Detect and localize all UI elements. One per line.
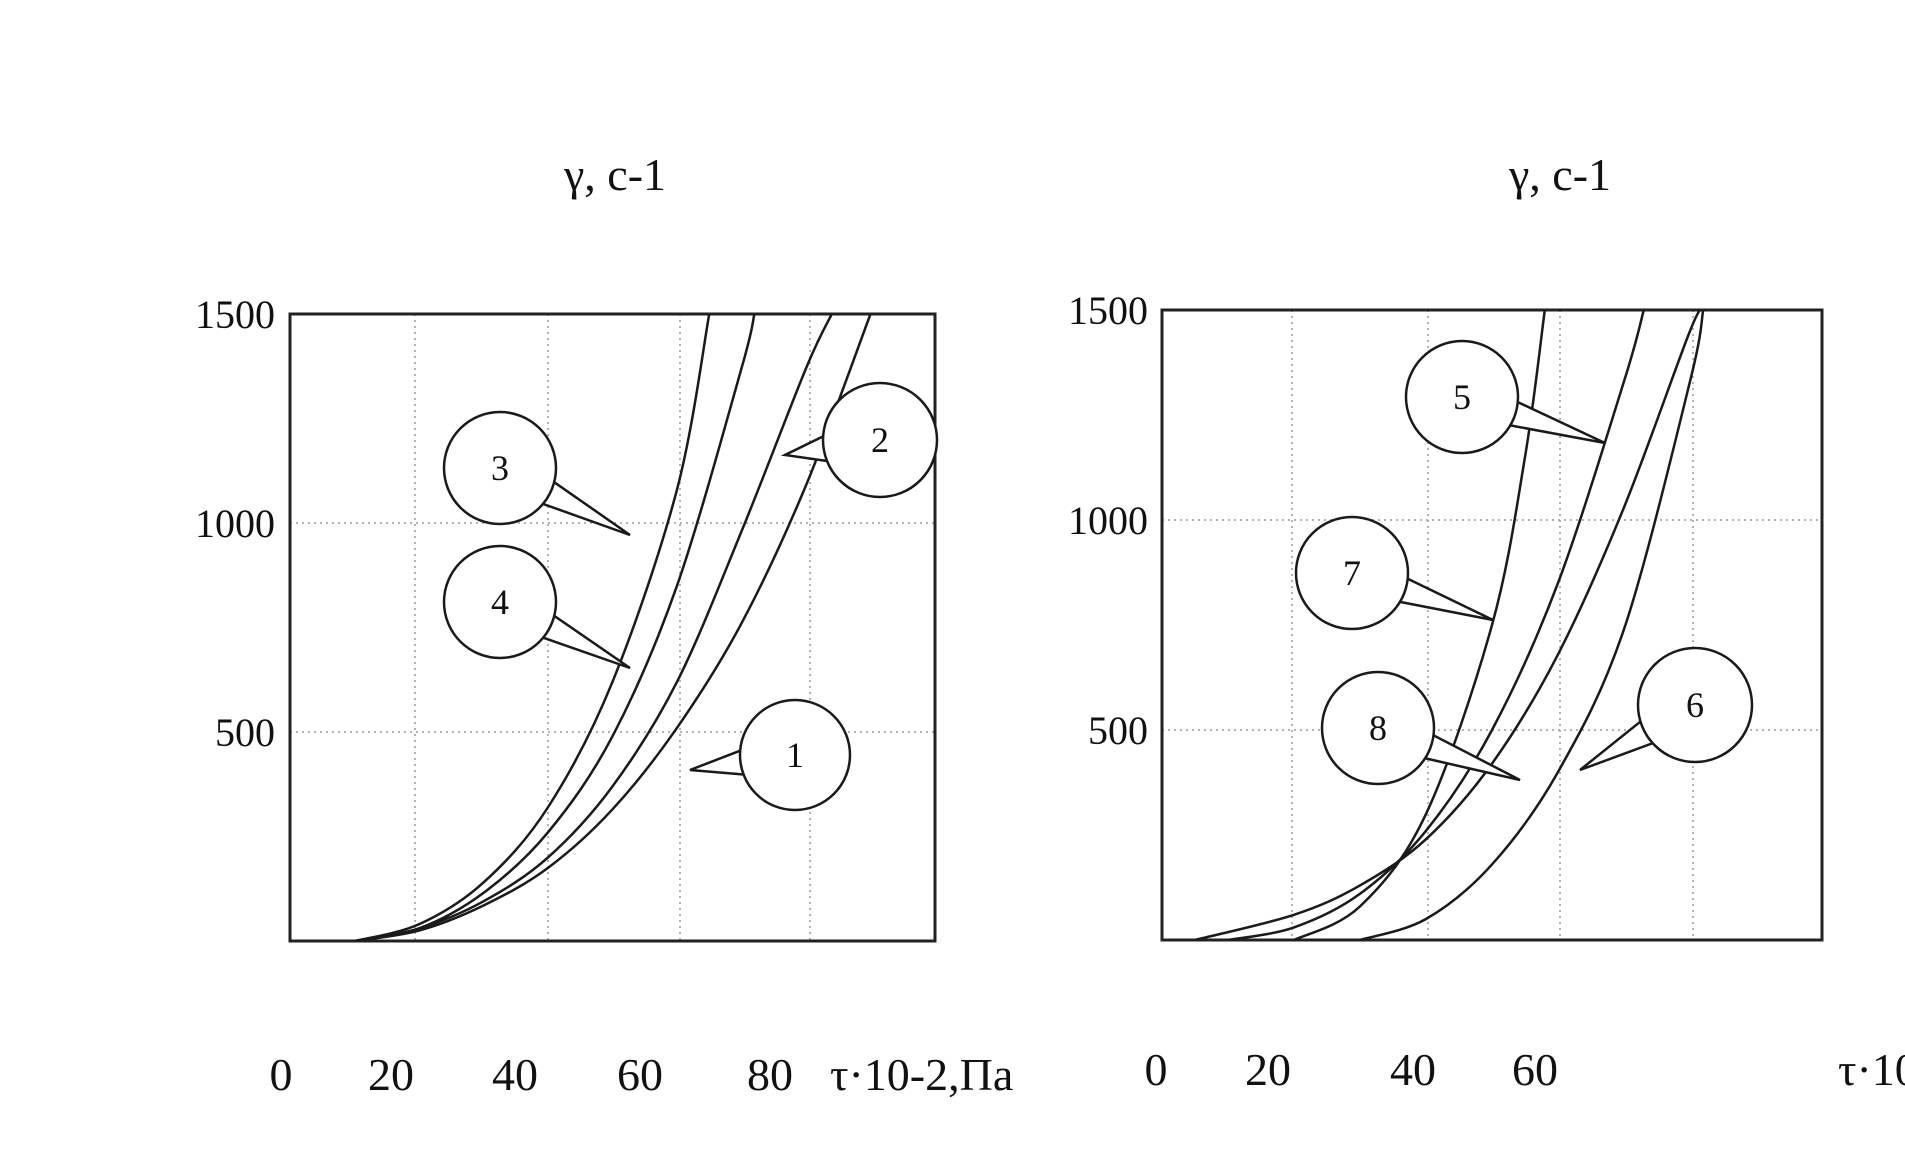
series-label: 2 [871, 420, 889, 460]
y-axis-label: γ, с-1 [1508, 149, 1611, 200]
series-callout-3: 3 [442, 410, 631, 537]
x-tick-label: 0 [1145, 1044, 1168, 1095]
x-tick-label: 40 [1390, 1044, 1436, 1095]
series-callout-7: 7 [1294, 515, 1494, 631]
series-label: 6 [1686, 685, 1704, 725]
callout-pointer [1424, 734, 1521, 782]
x-tick-label: 0 [270, 1049, 293, 1100]
x-tick-label: 20 [368, 1049, 414, 1100]
series-label: 4 [491, 582, 509, 622]
y-tick-label: 500 [215, 710, 275, 755]
callout-pointer [542, 614, 631, 670]
series-line-7 [1227, 310, 1646, 940]
callout-pointer [689, 749, 744, 776]
y-axis-label: γ, с-1 [563, 149, 666, 200]
series-line-5 [1293, 310, 1547, 940]
chart-right: γ, с-1 500 1000 1500 0 20 40 60 τ·10-2 5 6 7 8 [1068, 149, 1905, 1095]
y-tick-label: 500 [1088, 708, 1148, 753]
series-callout-4: 4 [442, 544, 631, 670]
plot-frame [1160, 308, 1824, 942]
series-label: 3 [491, 448, 509, 488]
series-callout-8: 8 [1320, 670, 1521, 786]
x-tick-label: 40 [492, 1049, 538, 1100]
series-callout-5: 5 [1404, 339, 1606, 455]
y-tick-label: 1500 [1068, 288, 1148, 333]
series-label: 7 [1343, 553, 1361, 593]
series-line-2 [354, 314, 833, 941]
callout-pointer [1399, 577, 1494, 622]
series-label: 8 [1369, 708, 1387, 748]
chart-left: γ, с-1 500 1000 1500 0 20 40 60 80 τ·10-2,Па 1 2 3 4 [195, 149, 1013, 1100]
series-line-3 [354, 314, 711, 941]
x-axis-label: τ·10-2 [1838, 1044, 1905, 1095]
callout-pointer [780, 435, 828, 463]
x-tick-label: 60 [617, 1049, 663, 1100]
series-callout-6: 6 [1579, 646, 1754, 772]
series-line-4 [354, 314, 756, 941]
series-callout-2: 2 [780, 381, 939, 499]
callout-pointer [1579, 720, 1654, 772]
series-label: 1 [786, 735, 804, 775]
callout-pointer [1510, 400, 1606, 445]
y-tick-label: 1500 [195, 292, 275, 337]
series-line-1 [354, 314, 872, 941]
callout-pointer [542, 481, 631, 537]
x-tick-label: 20 [1245, 1044, 1291, 1095]
series-line-8 [1194, 310, 1705, 940]
plot-frame [288, 312, 937, 943]
series-callout-1: 1 [689, 698, 852, 812]
series-label: 5 [1453, 377, 1471, 417]
y-tick-label: 1000 [195, 501, 275, 546]
y-tick-label: 1000 [1068, 498, 1148, 543]
x-tick-label: 60 [1512, 1044, 1558, 1095]
x-axis-label: τ·10-2,Па [830, 1049, 1013, 1100]
series-line-6 [1359, 310, 1705, 940]
x-tick-label: 80 [747, 1049, 793, 1100]
